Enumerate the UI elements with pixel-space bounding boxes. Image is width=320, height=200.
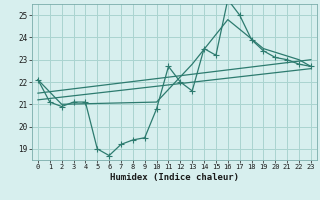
X-axis label: Humidex (Indice chaleur): Humidex (Indice chaleur) bbox=[110, 173, 239, 182]
